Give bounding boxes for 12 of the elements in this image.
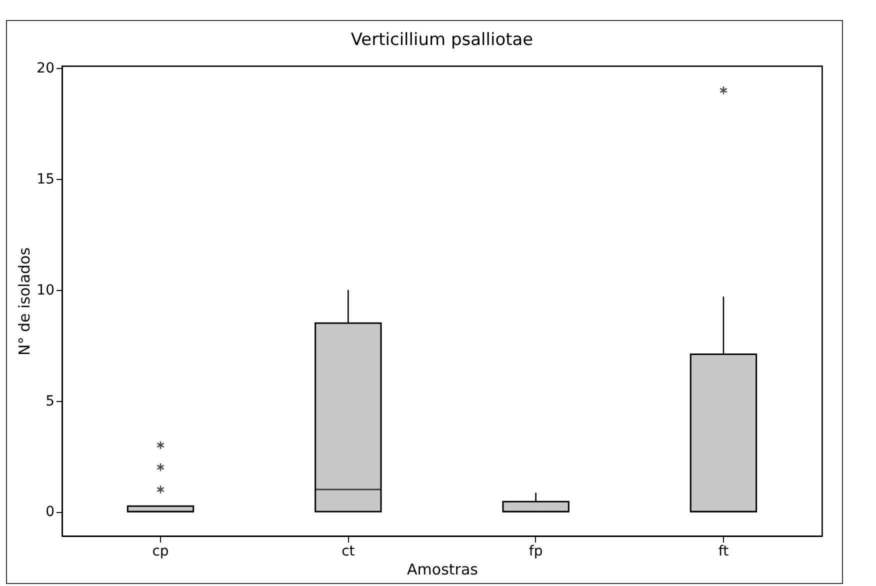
chart-title: Verticillium psalliotae <box>350 30 534 50</box>
x-axis-title: Amostras <box>407 560 478 578</box>
y-tick-label: 0 <box>46 504 54 520</box>
x-tick-label: ct <box>342 544 356 560</box>
x-tick-label: cp <box>152 544 169 560</box>
y-tick-label: 10 <box>36 282 54 298</box>
x-tick-label: fp <box>528 544 543 560</box>
x-tick-label: ft <box>718 544 730 560</box>
y-tick-label: 20 <box>36 60 54 77</box>
y-tick-label: 15 <box>36 172 54 188</box>
y-tick-label: 5 <box>46 393 54 410</box>
y-axis-title: N° de isolados <box>16 247 34 356</box>
